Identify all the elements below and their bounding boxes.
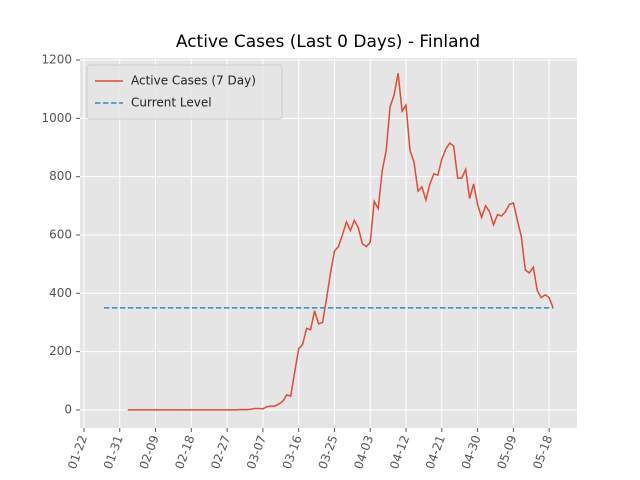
y-tick-label: 600	[49, 227, 72, 241]
series-line	[127, 73, 554, 411]
chart-title: Active Cases (Last 0 Days) - Finland	[176, 32, 480, 52]
legend-label: Active Cases (7 Day)	[131, 74, 256, 88]
lines	[103, 73, 554, 411]
y-tick-label: 800	[49, 169, 72, 183]
y-tick-label: 0	[64, 402, 72, 416]
legend: Active Cases (7 Day) Current Level	[86, 64, 283, 120]
y-tick-label: 1200	[41, 53, 72, 67]
legend-box	[86, 64, 283, 120]
y-tick-label: 1000	[41, 111, 72, 125]
y-tick-label: 200	[49, 344, 72, 358]
legend-label: Current Level	[131, 96, 212, 110]
plot-area	[80, 58, 577, 428]
y-tick-label: 400	[49, 286, 72, 300]
